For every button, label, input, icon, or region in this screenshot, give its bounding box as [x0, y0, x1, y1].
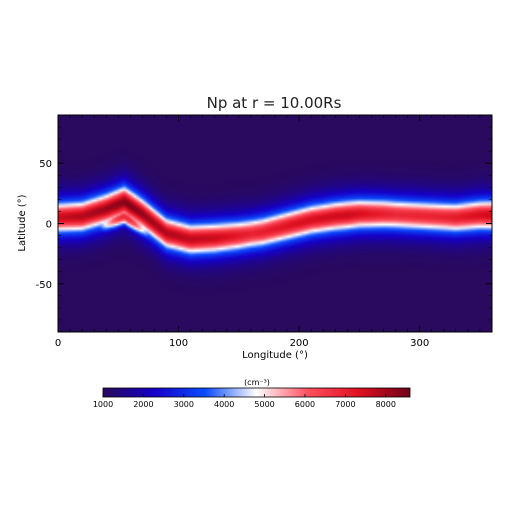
colorbar [102, 387, 411, 398]
x-tick-label: 300 [410, 338, 429, 349]
density-heatmap [58, 115, 492, 332]
colorbar-tick-label: 5000 [254, 400, 274, 409]
x-axis-label: Longitude (°) [242, 350, 308, 361]
colorbar-tick-label: 2000 [133, 400, 153, 409]
chart-title: Np at r = 10.00Rs [207, 94, 342, 112]
colorbar-tick-label: 1000 [93, 400, 113, 409]
plot-area [57, 114, 493, 333]
colorbar-tick-label: 3000 [174, 400, 194, 409]
colorbar-tick-label: 6000 [295, 400, 315, 409]
y-tick-label: 50 [39, 159, 52, 170]
colorbar-tick-label: 4000 [214, 400, 234, 409]
y-axis-label: Latitude (°) [17, 194, 28, 251]
y-tick-label: -50 [36, 280, 52, 291]
colorbar-tick-label: 8000 [376, 400, 396, 409]
colorbar-ticks: 1000 2000 3000 4000 5000 6000 7000 8000 [93, 394, 396, 409]
x-tick-label: 100 [169, 338, 188, 349]
x-tick-label: 0 [55, 338, 61, 349]
y-tick-label: 0 [46, 220, 52, 231]
colorbar-label: (cm⁻³) [244, 378, 270, 387]
x-tick-label: 200 [290, 338, 309, 349]
x-axis: 0 100 200 300 [55, 115, 493, 349]
y-axis: -50 0 50 [36, 114, 492, 333]
colorbar-tick-label: 7000 [335, 400, 355, 409]
